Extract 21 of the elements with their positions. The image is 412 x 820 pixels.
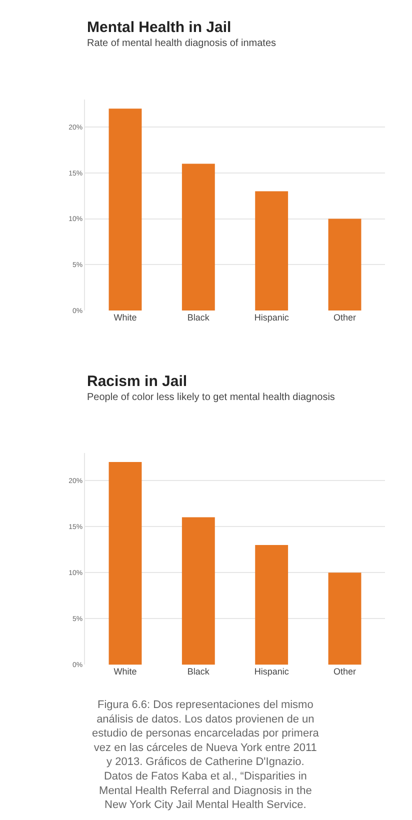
x-tick-label: Black	[187, 312, 210, 322]
x-tick-label: Other	[334, 312, 356, 322]
chart-title: Mental Health in Jail	[87, 19, 232, 36]
x-tick-label: Black	[187, 666, 210, 677]
x-tick-label: Hispanic	[254, 666, 290, 677]
bar	[328, 572, 362, 665]
chart-subtitle: People of color less likely to get mental health diagnosis	[87, 392, 335, 403]
chart-subtitle: Rate of mental health diagnosis of inmates	[87, 38, 276, 49]
x-tick-label: White	[114, 312, 137, 322]
bar	[182, 517, 215, 665]
bar	[182, 164, 215, 310]
x-tick-label: Hispanic	[254, 312, 290, 322]
text: Figura 6.6: Dos representaciones del mismo análisis de datos. Los datos provienen de un estudio de personas encarceladas por primera vez en las cárceles de Nueva York entre 2011 y 2013. Gráficos de Catherine D'Ignazio. Datos de Fatos Kaba et al., “Disparities in Mental Health Referral and Diagnosis in the New York City Jail Mental Health Service.	[92, 699, 320, 812]
bar	[108, 108, 142, 310]
x-tick-label: Other	[334, 666, 356, 677]
bar	[108, 462, 142, 665]
chart-title: Racism in Jail	[87, 373, 188, 390]
bar	[255, 544, 288, 665]
x-tick-label: White	[114, 666, 137, 677]
bar	[255, 191, 288, 310]
bar	[328, 218, 362, 310]
